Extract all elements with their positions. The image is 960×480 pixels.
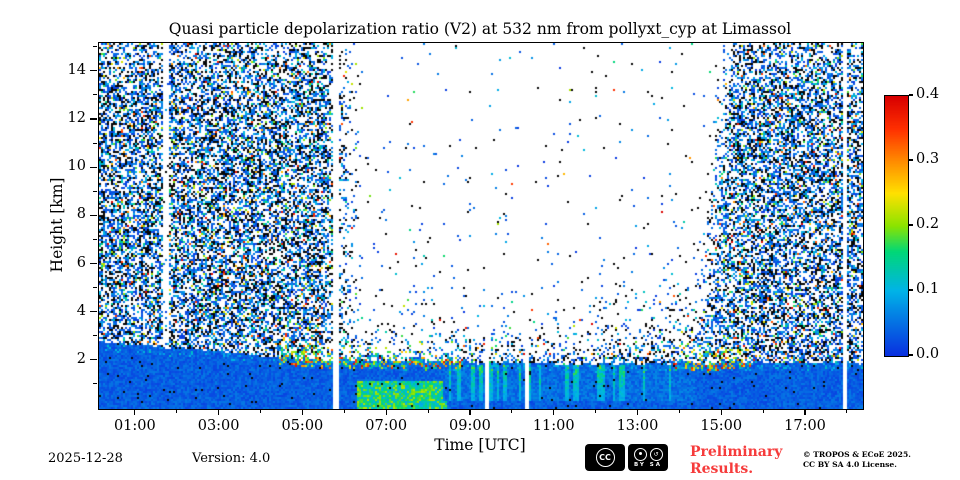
y-tick-mark	[90, 166, 97, 168]
preliminary-line2: Results.	[690, 460, 754, 477]
y-tick-label: 8	[76, 206, 86, 223]
preliminary-line1: Preliminary	[690, 444, 783, 460]
x-minor-tick-mark	[176, 409, 178, 413]
x-tick-label: 09:00	[449, 418, 491, 434]
y-tick-label: 10	[67, 158, 86, 175]
colorbar-tick-label: 0.4	[916, 86, 940, 102]
colorbar-tick-label: 0.1	[916, 281, 940, 297]
plot-area	[98, 42, 864, 410]
cc-icon: CC	[585, 444, 625, 471]
y-minor-tick-mark	[93, 383, 97, 385]
x-minor-tick-mark	[427, 409, 429, 413]
x-tick-mark	[301, 409, 303, 415]
x-tick-label: 07:00	[365, 418, 408, 434]
y-tick-mark	[90, 311, 97, 313]
y-tick-label: 4	[76, 302, 86, 319]
x-tick-label: 13:00	[616, 418, 659, 434]
x-tick-label: 17:00	[784, 418, 826, 434]
x-tick-mark	[636, 409, 639, 415]
colorbar-tick-mark	[909, 289, 913, 291]
y-minor-tick-mark	[93, 142, 97, 144]
y-minor-tick-mark	[93, 94, 97, 96]
x-tick-label: 03:00	[197, 418, 240, 434]
x-tick-label: 11:00	[532, 418, 575, 434]
copyright-line1: © TROPOS & ECoE 2025.	[803, 450, 911, 459]
copyright-note: © TROPOS & ECoE 2025. CC BY SA 4.0 Licen…	[803, 450, 911, 470]
y-minor-tick-mark	[93, 190, 97, 192]
cc-by-sa-badge: CC ↺ BY SA	[585, 444, 668, 471]
x-minor-tick-mark	[846, 409, 848, 413]
y-minor-tick-mark	[93, 287, 97, 289]
preliminary-note: Preliminary Results.	[690, 444, 782, 477]
y-tick-mark	[90, 70, 97, 72]
colorbar-tick-mark	[909, 94, 913, 96]
y-tick-mark	[90, 262, 97, 265]
x-axis-label: Time [UTC]	[434, 436, 526, 454]
x-tick-label: 15:00	[700, 418, 743, 434]
x-tick-mark	[720, 409, 722, 415]
cc-sa-icon: ↺	[649, 447, 663, 461]
colorbar-tick-label: 0.0	[916, 346, 940, 362]
x-minor-tick-mark	[343, 409, 345, 413]
colorbar-tick-mark	[909, 354, 913, 356]
x-tick-mark	[218, 409, 220, 415]
cc-by-icon	[633, 447, 647, 461]
y-tick-mark	[90, 359, 97, 361]
x-tick-mark	[134, 409, 136, 415]
y-minor-tick-mark	[93, 46, 97, 48]
cc-by-sa-labels: BY SA	[634, 462, 662, 468]
y-tick-label: 14	[67, 61, 86, 78]
date-label: 2025-12-28	[48, 451, 123, 466]
x-minor-tick-mark	[762, 409, 764, 413]
x-minor-tick-mark	[511, 409, 513, 413]
y-tick-label: 6	[76, 254, 86, 271]
x-tick-mark	[804, 409, 806, 415]
x-minor-tick-mark	[595, 409, 597, 413]
copyright-line2: CC BY SA 4.0 License.	[803, 459, 897, 469]
y-minor-tick-mark	[93, 238, 97, 240]
cc-logo-text: CC	[595, 448, 615, 467]
y-minor-tick-mark	[93, 335, 97, 337]
version-label: Version: 4.0	[192, 451, 271, 466]
y-tick-mark	[90, 118, 97, 120]
x-tick-mark	[553, 409, 555, 415]
cc-by-label: BY	[633, 461, 646, 468]
colorbar-tick-mark	[909, 224, 913, 226]
x-minor-tick-mark	[260, 409, 262, 413]
colorbar-tick-label: 0.2	[916, 216, 940, 232]
x-tick-mark	[385, 409, 387, 415]
colorbar	[884, 95, 909, 357]
x-tick-label: 01:00	[113, 418, 156, 434]
x-tick-mark	[469, 409, 471, 415]
heatmap-canvas	[99, 43, 863, 409]
y-tick-mark	[90, 214, 97, 216]
y-tick-label: 2	[76, 350, 86, 367]
y-tick-label: 12	[67, 110, 86, 127]
colorbar-tick-label: 0.3	[916, 151, 940, 167]
x-tick-label: 05:00	[281, 418, 324, 434]
cc-sa-label: SA	[649, 461, 662, 468]
colorbar-tick-mark	[909, 159, 913, 161]
x-minor-tick-mark	[678, 409, 680, 413]
chart-title: Quasi particle depolarization ratio (V2)…	[168, 20, 792, 38]
cc-by-sa-icon: ↺ BY SA	[628, 444, 668, 471]
